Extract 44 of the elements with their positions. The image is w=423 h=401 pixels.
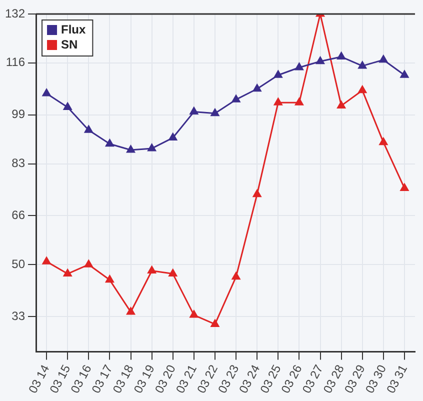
point [252, 84, 262, 92]
point [232, 272, 240, 280]
point [252, 190, 262, 198]
legend-label: Flux [61, 22, 86, 36]
point [294, 62, 304, 70]
y-tick-label: 99 [12, 107, 26, 122]
point [210, 319, 220, 327]
point [232, 94, 240, 102]
y-tick-label: 66 [12, 208, 26, 222]
point [84, 260, 93, 268]
y-tick-label: 132 [4, 6, 26, 20]
point [190, 310, 198, 318]
point [106, 139, 114, 147]
point [63, 269, 72, 277]
y-tick-label: 50 [12, 256, 26, 271]
point [148, 266, 156, 274]
point [42, 256, 51, 264]
point [379, 138, 388, 146]
point [126, 307, 135, 315]
point [126, 145, 135, 153]
y-tick-label: 83 [12, 156, 26, 170]
point [274, 70, 282, 78]
point [337, 100, 346, 108]
point [316, 56, 324, 64]
point [106, 275, 114, 283]
point [210, 108, 220, 116]
point [148, 144, 156, 152]
point [379, 55, 388, 63]
legend-label: SN [61, 37, 78, 52]
point [400, 70, 409, 78]
point [168, 269, 178, 277]
y-tick-label: 33 [12, 308, 26, 323]
point [358, 61, 367, 69]
point [400, 183, 409, 191]
point [294, 98, 304, 106]
point [63, 102, 72, 110]
point [358, 86, 367, 94]
point [168, 133, 178, 141]
point [84, 125, 93, 133]
point [190, 107, 198, 115]
point [337, 52, 346, 60]
point [42, 88, 51, 96]
point [274, 98, 282, 106]
y-tick-label: 116 [6, 55, 26, 70]
